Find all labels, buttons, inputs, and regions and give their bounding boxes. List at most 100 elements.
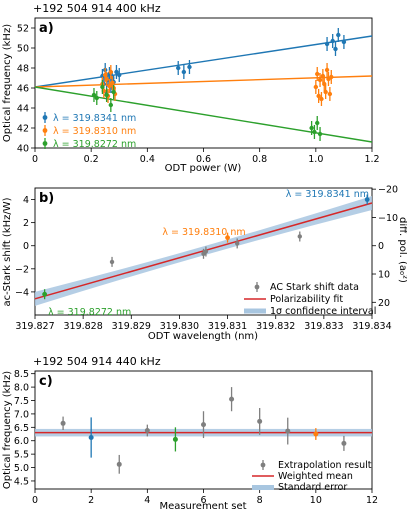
panel-b-chart: b) 319.827 319.828 319.829 319.830 319.831 31…: [2, 185, 407, 342]
legend-error-swatch: [252, 485, 274, 490]
data-point: [107, 83, 112, 89]
data-point: [312, 129, 317, 135]
fit-line-blue: [34, 35, 373, 88]
y-tick-label: 52: [17, 24, 29, 35]
y-tick-label: 8.0: [14, 383, 29, 394]
y-tick-label: 48: [17, 64, 29, 75]
x-tick-label: 0.8: [252, 154, 267, 165]
data-point: [117, 72, 122, 78]
annotation-green-wavelength: λ = 319.8272 nm: [48, 307, 131, 318]
x-tick-label: 0.4: [140, 154, 155, 165]
panel-c-offset-label: +192 504 914 440 kHz: [33, 355, 161, 368]
data-point: [203, 249, 209, 254]
data-point: [317, 131, 323, 137]
x-tick-label: 319.827: [15, 321, 54, 332]
legend-green-marker: [42, 141, 48, 146]
data-point: [111, 89, 116, 95]
x-tick-label: 319.832: [256, 321, 295, 332]
legend-green-label: λ = 319.8272 nm: [53, 139, 136, 150]
data-point: [297, 234, 302, 239]
panel-b-ylabel: ac-Stark shift (kHz/W): [2, 197, 13, 306]
panel-a-label: a): [39, 21, 54, 36]
data-point: [42, 291, 48, 297]
panel-b-label: b): [39, 191, 54, 206]
data-point: [108, 69, 114, 75]
y-tick-label: 0: [23, 241, 29, 252]
x-tick-label: 1.2: [364, 154, 379, 165]
data-point: [285, 428, 291, 434]
data-point: [324, 67, 330, 73]
panel-a-xlabel: ODT power (W): [165, 163, 242, 174]
data-point: [316, 93, 321, 99]
data-point: [324, 41, 330, 47]
legend-extrapolation-label: Extrapolation result: [278, 460, 372, 471]
data-point: [313, 84, 319, 90]
right-y-tick-label: −10: [378, 213, 398, 224]
data-point: [341, 440, 347, 446]
data-point: [100, 84, 105, 90]
y-tick-label: 44: [17, 104, 29, 115]
panel-c-label: c): [39, 374, 53, 389]
data-point: [235, 241, 240, 246]
panel-a-y-ticks: 40 42 44 46 48 50 52: [17, 24, 35, 155]
legend-blue-marker: [42, 115, 48, 120]
x-tick-label: 0: [32, 154, 38, 165]
y-tick-label: 7.0: [14, 409, 29, 420]
legend-data-label: AC Stark shift data: [270, 282, 359, 293]
data-point: [315, 120, 320, 126]
x-tick-label: 6: [200, 495, 206, 506]
data-point: [104, 92, 109, 98]
y-tick-label: 42: [17, 124, 29, 135]
data-point: [172, 436, 178, 442]
legend-orange-label: λ = 319.8310 nm: [53, 126, 136, 137]
panel-c-legend: Extrapolation result Weighted mean Stand…: [252, 460, 372, 493]
x-tick-label: 319.834: [352, 321, 391, 332]
panel-a-legend: λ = 319.8341 nm λ = 319.8310 nm λ = 319.…: [42, 112, 136, 150]
y-tick-label: 2: [23, 218, 29, 229]
y-tick-label: 6.5: [14, 423, 29, 434]
right-y-tick-label: −20: [378, 185, 398, 196]
data-point: [144, 428, 150, 434]
y-tick-label: 50: [17, 44, 29, 55]
y-tick-label: 8.5: [14, 369, 29, 380]
x-tick-label: 10: [310, 495, 322, 506]
panel-a-data-points: [91, 28, 347, 141]
data-point: [201, 422, 206, 428]
legend-extrapolation-marker: [260, 462, 266, 468]
x-tick-label: 4: [144, 495, 150, 506]
x-tick-label: 319.828: [63, 321, 102, 332]
panel-a-x-ticks: 0 0.2 0.4 0.6 0.8 1.0 1.2: [32, 148, 380, 165]
data-point: [327, 91, 333, 97]
panel-c-y-ticks: 4.5 5.0 5.5 6.0 6.5 7.0 7.5 8.0 8.5: [14, 369, 35, 487]
panel-b-plot-frame: [34, 187, 373, 316]
right-y-tick-label: 20: [378, 298, 390, 309]
data-point: [336, 32, 341, 38]
y-tick-label: 4.5: [14, 476, 29, 487]
x-tick-label: 319.830: [160, 321, 199, 332]
data-point: [181, 69, 187, 75]
fit-line-orange: [34, 75, 373, 88]
data-point: [315, 71, 320, 77]
data-point: [94, 95, 99, 101]
panel-b-y-ticks: −4 −2 0 2 4: [15, 195, 35, 298]
panel-b-xlabel: ODT wavelength (nm): [148, 331, 258, 342]
data-point: [317, 77, 323, 83]
x-tick-label: 319.833: [304, 321, 343, 332]
legend-blue-label: λ = 319.8341 nm: [53, 113, 136, 124]
data-point: [333, 46, 338, 52]
data-point: [109, 259, 115, 265]
legend-band-swatch: [244, 308, 266, 314]
panel-a-ylabel: Optical frequency (kHz): [2, 24, 13, 142]
data-point: [341, 39, 347, 45]
x-tick-label: 2: [88, 495, 94, 506]
x-tick-label: 319.829: [112, 321, 151, 332]
panel-c-data-points: [60, 387, 347, 474]
data-point: [229, 396, 235, 402]
data-point: [323, 89, 328, 95]
data-point: [309, 125, 314, 131]
panel-a-chart: +192 504 914 400 kHz a) ODT power (W) Op…: [2, 2, 380, 174]
annotation-blue-wavelength: λ = 319.8341 nm: [286, 189, 369, 200]
data-point: [187, 64, 192, 70]
panel-b-x-ticks: 319.827 319.828 319.829 319.830 319.831 319.8…: [15, 315, 392, 332]
